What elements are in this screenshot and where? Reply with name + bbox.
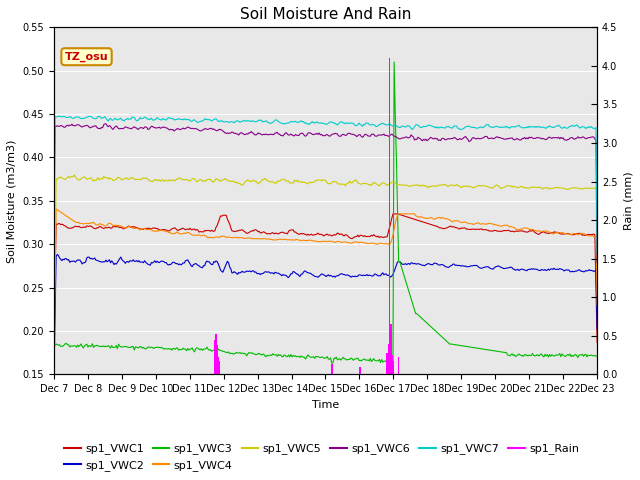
Bar: [218, 358, 219, 374]
Text: TZ_osu: TZ_osu: [65, 51, 108, 62]
Title: Soil Moisture And Rain: Soil Moisture And Rain: [240, 7, 411, 22]
Bar: [388, 58, 390, 374]
Y-axis label: Rain (mm): Rain (mm): [623, 171, 633, 230]
Bar: [215, 334, 217, 374]
Bar: [392, 360, 394, 374]
Y-axis label: Soil Moisture (m3/m3): Soil Moisture (m3/m3): [7, 139, 17, 263]
Bar: [390, 324, 392, 374]
Bar: [388, 344, 389, 374]
Bar: [219, 360, 220, 374]
X-axis label: Time: Time: [312, 400, 339, 409]
Bar: [214, 340, 216, 374]
Bar: [331, 364, 333, 374]
Bar: [387, 353, 388, 374]
Legend: sp1_VWC1, sp1_VWC2, sp1_VWC3, sp1_VWC4, sp1_VWC5, sp1_VWC6, sp1_VWC7, sp1_Rain: sp1_VWC1, sp1_VWC2, sp1_VWC3, sp1_VWC4, …: [60, 439, 584, 475]
Bar: [398, 358, 399, 374]
Bar: [391, 355, 393, 374]
Bar: [216, 345, 218, 374]
Bar: [359, 367, 361, 374]
